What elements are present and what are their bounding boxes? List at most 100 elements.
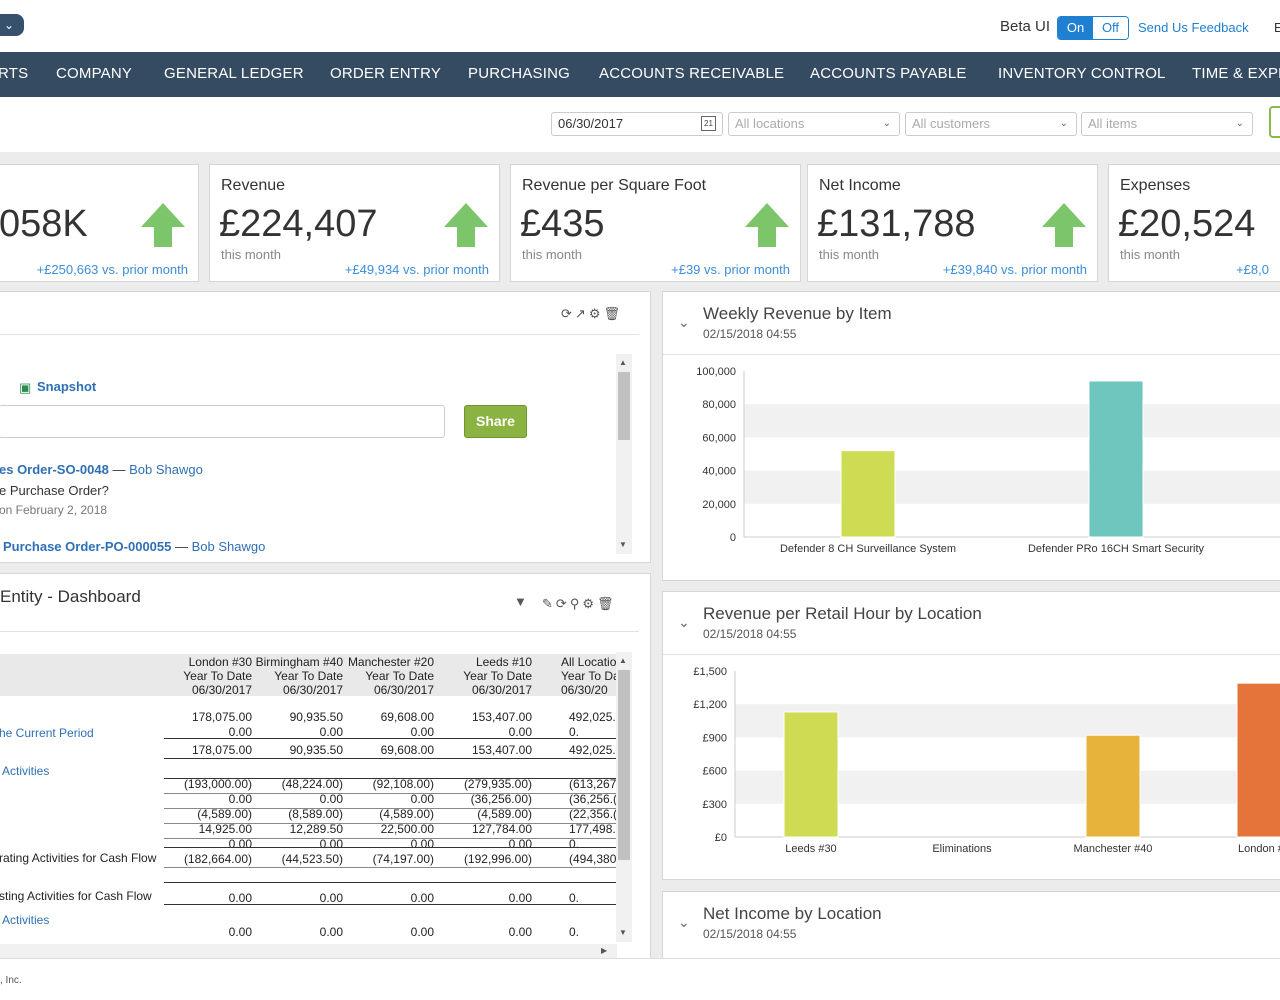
- purchase-order-link[interactable]: Purchase Order-PO-000055: [3, 539, 172, 554]
- items-select[interactable]: All items ⌄: [1081, 112, 1253, 136]
- filter-icon[interactable]: ▼: [514, 594, 530, 609]
- chevron-down-icon[interactable]: ⌄: [678, 614, 690, 630]
- divider: [0, 631, 639, 632]
- y-tick-label: £1,200: [693, 699, 727, 711]
- chart-date: 02/15/2018 04:55: [703, 627, 797, 641]
- comment-input[interactable]: [0, 405, 445, 438]
- rule: [164, 867, 617, 868]
- feed-scrollbar[interactable]: ▲ ▼: [616, 354, 632, 554]
- sales-order-link[interactable]: es Order-SO-0048: [0, 462, 109, 477]
- kpi-value: £224,407: [219, 203, 378, 245]
- kpi-change: +£8,0: [1236, 262, 1269, 277]
- nav-item-purchasing[interactable]: PURCHASING: [468, 65, 571, 82]
- rule: [164, 882, 617, 883]
- row-label-investing: sting Activities for Cash Flow: [0, 889, 152, 903]
- nav-item-company[interactable]: COMPANY: [56, 65, 133, 82]
- kpi-subtitle: this month: [819, 247, 879, 262]
- col-header-birmingham: Birmingham #40 Year To Date 06/30/2017: [255, 655, 343, 697]
- chart-title: Weekly Revenue by Item: [703, 304, 892, 323]
- kpi-title: Expenses: [1120, 177, 1191, 194]
- trash-icon[interactable]: 🗑: [597, 596, 617, 611]
- kpi-card-revenue-per-sqft[interactable]: Revenue per Square Foot £435 this month …: [510, 164, 801, 282]
- locations-select[interactable]: All locations ⌄: [728, 112, 900, 136]
- topbar-extra-link[interactable]: E: [1274, 20, 1280, 35]
- kpi-subtitle: this month: [221, 247, 281, 262]
- kpi-value: £20,524: [1118, 203, 1256, 245]
- kpi-card-expenses[interactable]: Expenses £20,524 this month +£8,0: [1108, 164, 1280, 282]
- table-cell: (36,256.(: [569, 792, 617, 806]
- y-tick-label: 80,000: [702, 399, 736, 411]
- search-icon[interactable]: ⚲: [569, 596, 583, 611]
- chevron-down-icon[interactable]: ⌄: [678, 314, 690, 330]
- scroll-up-icon[interactable]: ▲: [619, 656, 627, 665]
- nav-item-accounts-receivable[interactable]: ACCOUNTS RECEIVABLE: [599, 65, 785, 82]
- nav-item-reports[interactable]: RTS: [0, 65, 29, 82]
- nav-item-order-entry[interactable]: ORDER ENTRY: [330, 65, 442, 82]
- entity-panel-tools: ✎⟳⚲⚙🗑: [542, 596, 617, 612]
- trash-icon[interactable]: 🗑: [603, 306, 623, 321]
- table-cell: 0.00: [410, 837, 434, 851]
- row-label-operating: rating Activities for Cash Flow: [0, 851, 157, 865]
- up-arrow-icon: [1042, 203, 1086, 247]
- kpi-value: £131,788: [817, 203, 976, 245]
- refresh-icon[interactable]: ⟳: [561, 306, 575, 321]
- kpi-value: £435: [520, 203, 605, 245]
- entity-hscrollbar[interactable]: ▶: [0, 944, 617, 958]
- col-header-leeds: Leeds #10 Year To Date 06/30/2017: [463, 655, 532, 697]
- table-cell: (494,380.5: [569, 852, 617, 866]
- up-arrow-icon: [444, 203, 488, 247]
- separator: —: [171, 539, 192, 554]
- scroll-down-icon[interactable]: ▼: [619, 540, 627, 549]
- up-arrow-icon: [745, 203, 789, 247]
- share-button[interactable]: Share: [464, 405, 527, 438]
- beta-ui-toggle[interactable]: On Off: [1057, 16, 1129, 40]
- table-cell: 0.00: [228, 792, 252, 806]
- y-tick-label: 40,000: [702, 466, 736, 478]
- table-cell: 69,608.00: [380, 710, 434, 724]
- kpi-card-1[interactable]: 058K +£250,663 vs. prior month: [0, 164, 199, 282]
- row-label-current-period[interactable]: he Current Period: [0, 726, 94, 740]
- user-link[interactable]: Bob Shawgo: [191, 539, 266, 554]
- scroll-thumb[interactable]: [618, 372, 630, 440]
- scroll-thumb[interactable]: [618, 670, 630, 860]
- grid-band: [744, 404, 1280, 438]
- toggle-off[interactable]: Off: [1093, 17, 1128, 39]
- kpi-card-revenue[interactable]: Revenue £224,407 this month +£49,934 vs.…: [209, 164, 500, 282]
- nav-item-inventory-control[interactable]: INVENTORY CONTROL: [998, 65, 1166, 82]
- calendar-icon[interactable]: 21: [701, 116, 716, 131]
- gear-icon[interactable]: ⚙: [582, 596, 597, 611]
- external-link-icon[interactable]: ↗: [574, 306, 589, 321]
- pencil-icon[interactable]: ✎: [542, 596, 556, 611]
- scroll-up-icon[interactable]: ▲: [619, 358, 627, 367]
- filter-apply-button[interactable]: [1269, 106, 1280, 138]
- snapshot-link[interactable]: Snapshot: [37, 379, 97, 394]
- nav-item-general-ledger[interactable]: GENERAL LEDGER: [164, 65, 304, 82]
- user-link[interactable]: Bob Shawgo: [129, 462, 203, 477]
- date-field[interactable]: 06/30/2017 21: [551, 112, 723, 136]
- feed-panel: ⟳↗⚙🗑 ▣ Snapshot Share es Order-SO-0048 —…: [0, 291, 651, 563]
- col-header-all-locations: All Locatio Year To Da 06/30/20: [561, 655, 617, 697]
- kpi-card-net-income[interactable]: Net Income £131,788 this month +£39,840 …: [807, 164, 1098, 282]
- table-cell: (36,256.00): [470, 792, 532, 806]
- y-tick-label: £900: [703, 732, 727, 744]
- kpi-subtitle: this month: [1120, 247, 1180, 262]
- table-cell: 0.00: [508, 725, 532, 739]
- table-cell: (48,224.00): [281, 777, 343, 791]
- gear-icon[interactable]: ⚙: [588, 306, 604, 321]
- nav-item-accounts-payable[interactable]: ACCOUNTS PAYABLE: [810, 65, 967, 82]
- scroll-right-icon[interactable]: ▶: [601, 946, 608, 955]
- toggle-on[interactable]: On: [1058, 17, 1093, 39]
- row-label-activities[interactable]: Activities: [2, 764, 50, 778]
- chevron-down-icon[interactable]: ⌄: [0, 14, 24, 36]
- chevron-down-icon[interactable]: ⌄: [678, 914, 690, 930]
- chart-title: Revenue per Retail Hour by Location: [703, 604, 982, 623]
- table-cell: (279,935.00): [463, 777, 532, 791]
- customers-select[interactable]: All customers ⌄: [905, 112, 1077, 136]
- send-feedback-link[interactable]: Send Us Feedback: [1138, 20, 1249, 35]
- refresh-icon[interactable]: ⟳: [555, 596, 570, 611]
- row-label-activities-2[interactable]: Activities: [2, 913, 50, 927]
- nav-item-time-expenses[interactable]: TIME & EXPE: [1192, 65, 1280, 82]
- entity-scrollbar[interactable]: ▲ ▼: [616, 652, 632, 942]
- scroll-down-icon[interactable]: ▼: [619, 928, 627, 937]
- main-nav: RTS COMPANY GENERAL LEDGER ORDER ENTRY P…: [0, 52, 1280, 97]
